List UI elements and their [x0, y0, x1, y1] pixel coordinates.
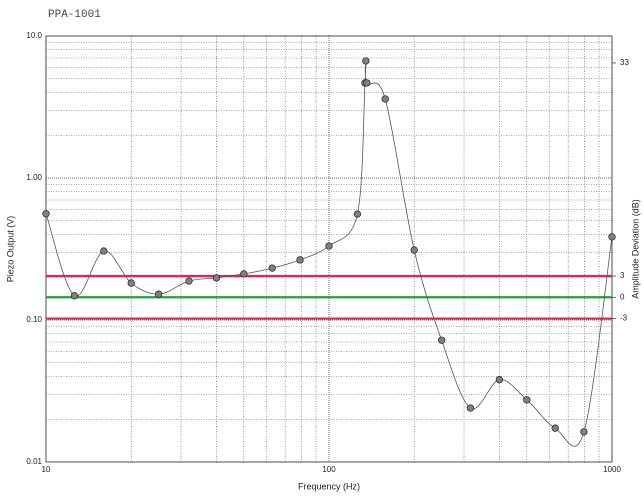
- x-tick-label: 100: [322, 465, 336, 474]
- data-point: [495, 376, 504, 384]
- data-point: [410, 246, 418, 254]
- data-point: [185, 277, 193, 285]
- y-axis-label: Piezo Output (V): [5, 216, 15, 283]
- data-point: [551, 424, 559, 432]
- data-point: [523, 396, 531, 404]
- data-point: [325, 242, 333, 250]
- data-point: [362, 57, 370, 65]
- data-point: [466, 404, 475, 412]
- data-point: [580, 428, 588, 436]
- y-tick-label: 10.0: [26, 31, 42, 40]
- y2-tick-label: 33: [620, 58, 629, 67]
- data-point: [608, 233, 616, 241]
- chart-title: PPA-1001: [48, 9, 101, 21]
- x-tick-label: 1000: [603, 465, 621, 474]
- data-point: [154, 290, 163, 298]
- y-tick-label: 1.00: [26, 173, 42, 182]
- data-point: [363, 79, 371, 87]
- data-point: [381, 95, 389, 103]
- y-tick-label: 0.01: [26, 457, 42, 466]
- data-point: [70, 292, 79, 300]
- data-point: [296, 256, 304, 264]
- y-tick-label: 0.10: [26, 315, 42, 324]
- data-point: [268, 264, 276, 272]
- data-point: [127, 279, 135, 287]
- y2-tick-label: -3: [620, 314, 628, 323]
- data-point: [42, 210, 50, 218]
- y2-axis-label: Amplitude Deviation (dB): [630, 199, 640, 299]
- plot-frame: [45, 35, 613, 463]
- data-point: [353, 210, 362, 218]
- data-point: [240, 270, 248, 278]
- data-point: [437, 336, 446, 344]
- data-point: [212, 274, 221, 282]
- y2-tick-label: 0: [620, 292, 625, 301]
- x-tick-label: 10: [42, 465, 51, 474]
- x-axis-label: Frequency (Hz): [298, 481, 360, 491]
- y2-tick-label: 3: [620, 271, 625, 280]
- data-point: [100, 247, 108, 255]
